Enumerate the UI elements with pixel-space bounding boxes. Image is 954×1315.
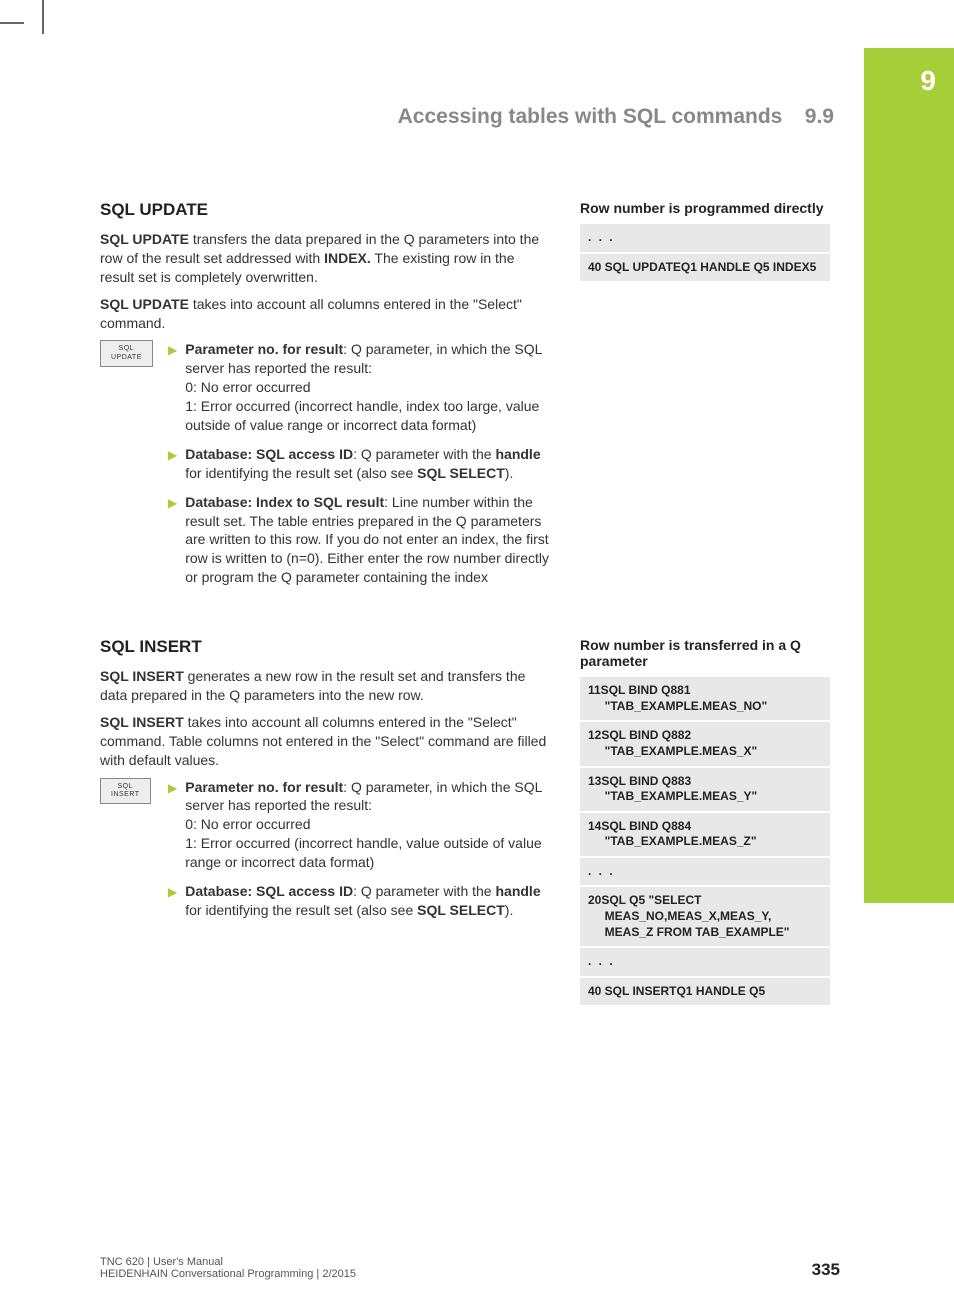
code-example-heading: Row number is transferred in a Q paramet… — [580, 637, 830, 669]
sql-softkey-icon: SQL UPDATE — [100, 340, 153, 367]
code-line: 14SQL BIND Q884 "TAB_EXAMPLE.MEAS_Z" — [580, 813, 830, 856]
bullet-text: Database: SQL access ID: Q parameter wit… — [185, 882, 550, 920]
parameter-bullet: ▶Database: SQL access ID: Q parameter wi… — [168, 445, 550, 483]
code-line: 40 SQL INSERTQ1 HANDLE Q5 — [580, 978, 830, 1006]
header-section-number: 9.9 — [805, 105, 834, 128]
body-paragraph: SQL UPDATE transfers the data prepared i… — [100, 230, 550, 287]
crop-mark-v — [42, 0, 44, 34]
parameter-bullet: ▶Database: Index to SQL result: Line num… — [168, 493, 550, 587]
code-example-heading: Row number is programmed directly — [580, 200, 830, 216]
code-line: . . . — [580, 858, 830, 886]
parameter-bullet: ▶Parameter no. for result: Q parameter, … — [168, 778, 550, 872]
parameter-bullet: ▶Parameter no. for result: Q parameter, … — [168, 340, 550, 434]
section-heading: SQL UPDATE — [100, 200, 550, 220]
bullet-arrow-icon: ▶ — [168, 780, 177, 872]
parameter-bullet: ▶Database: SQL access ID: Q parameter wi… — [168, 882, 550, 920]
bullet-text: Database: Index to SQL result: Line numb… — [185, 493, 550, 587]
page-header: Accessing tables with SQL commands 9.9 — [0, 0, 954, 129]
body-paragraph: SQL INSERT generates a new row in the re… — [100, 667, 550, 705]
bullet-arrow-icon: ▶ — [168, 342, 177, 434]
chapter-tab-bg — [864, 48, 954, 903]
sql-softkey-icon: SQL INSERT — [100, 778, 151, 805]
bullet-text: Parameter no. for result: Q parameter, i… — [185, 778, 550, 872]
page-footer: TNC 620 | User's Manual HEIDENHAIN Conve… — [100, 1256, 840, 1280]
section-heading: SQL INSERT — [100, 637, 550, 657]
crop-mark-h — [0, 22, 24, 24]
code-line: 11SQL BIND Q881 "TAB_EXAMPLE.MEAS_NO" — [580, 677, 830, 720]
code-line: 40 SQL UPDATEQ1 HANDLE Q5 INDEX5 — [580, 254, 830, 282]
footer-line1: TNC 620 | User's Manual — [100, 1256, 356, 1268]
chapter-tab-number: 9 — [920, 65, 936, 97]
code-line: . . . — [580, 948, 830, 976]
bullet-arrow-icon: ▶ — [168, 884, 177, 920]
code-line: . . . — [580, 224, 830, 252]
page-number: 335 — [812, 1260, 840, 1280]
code-line: 12SQL BIND Q882 "TAB_EXAMPLE.MEAS_X" — [580, 722, 830, 765]
bullet-arrow-icon: ▶ — [168, 447, 177, 483]
bullet-text: Database: SQL access ID: Q parameter wit… — [185, 445, 550, 483]
header-title: Accessing tables with SQL commands — [398, 105, 783, 128]
footer-line2: HEIDENHAIN Conversational Programming | … — [100, 1268, 356, 1280]
body-paragraph: SQL INSERT takes into account all column… — [100, 713, 550, 770]
code-line: 13SQL BIND Q883 "TAB_EXAMPLE.MEAS_Y" — [580, 768, 830, 811]
bullet-text: Parameter no. for result: Q parameter, i… — [185, 340, 550, 434]
body-paragraph: SQL UPDATE takes into account all column… — [100, 295, 550, 333]
code-line: 20SQL Q5 "SELECT MEAS_NO,MEAS_X,MEAS_Y, … — [580, 887, 830, 946]
bullet-arrow-icon: ▶ — [168, 495, 177, 587]
